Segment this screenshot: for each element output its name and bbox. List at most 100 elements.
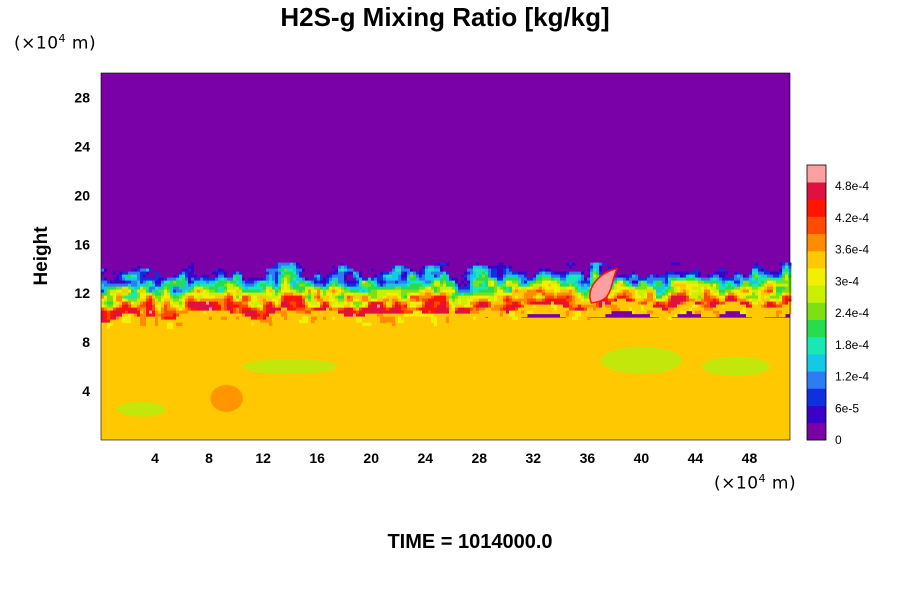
mixing-cell: [224, 304, 228, 309]
mixing-cell: [572, 289, 576, 294]
mixing-cell: [143, 322, 147, 327]
mixing-cell: [428, 307, 432, 312]
mixing-cell: [641, 280, 645, 285]
mixing-cell: [539, 277, 543, 282]
mixing-cell: [257, 271, 261, 276]
mixing-cell: [713, 295, 717, 300]
mixing-cell: [692, 286, 696, 291]
mixing-cell: [101, 319, 105, 324]
mixing-cell: [296, 319, 300, 324]
mixing-cell: [434, 298, 438, 303]
mixing-cell: [710, 310, 714, 315]
mixing-cell: [257, 319, 261, 324]
mixing-cell: [221, 298, 225, 303]
mixing-cell: [590, 307, 594, 312]
mixing-cell: [509, 280, 513, 285]
lower-layer: [101, 317, 790, 440]
mixing-cell: [335, 286, 339, 291]
mixing-cell: [113, 292, 117, 297]
mixing-cell: [101, 286, 105, 291]
mixing-cell: [701, 286, 705, 291]
mixing-cell: [689, 298, 693, 303]
mixing-cell: [164, 283, 168, 288]
mixing-cell: [137, 298, 141, 303]
mixing-cell: [674, 304, 678, 309]
mixing-cell: [170, 307, 174, 312]
mixing-cell: [305, 295, 309, 300]
x-tick-label: 4: [151, 450, 159, 466]
mixing-cell: [200, 277, 204, 282]
mixing-cell: [485, 295, 489, 300]
mixing-cell: [551, 310, 555, 315]
mixing-cell: [698, 271, 702, 276]
mixing-cell: [317, 283, 321, 288]
mixing-cell: [737, 298, 741, 303]
mixing-cell: [416, 319, 420, 324]
mixing-cell: [287, 301, 291, 306]
mixing-cell: [161, 304, 165, 309]
mixing-cell: [578, 268, 582, 273]
mixing-cell: [557, 265, 561, 270]
mixing-cell: [341, 298, 345, 303]
mixing-cell: [323, 301, 327, 306]
mixing-cell: [434, 274, 438, 279]
mixing-cell: [503, 319, 507, 324]
mixing-cell: [419, 277, 423, 282]
mixing-cell: [164, 304, 168, 309]
mixing-cell: [755, 298, 759, 303]
mixing-cell: [227, 298, 231, 303]
mixing-cell: [206, 310, 210, 315]
mixing-cell: [410, 295, 414, 300]
mixing-cell: [131, 277, 135, 282]
mixing-cell: [743, 289, 747, 294]
mixing-cell: [689, 301, 693, 306]
mixing-cell: [377, 265, 381, 270]
mixing-cell: [368, 277, 372, 282]
mixing-cell: [740, 307, 744, 312]
mixing-cell: [395, 286, 399, 291]
mixing-cell: [110, 268, 114, 273]
mixing-cell: [437, 313, 441, 318]
mixing-cell: [122, 298, 126, 303]
mixing-cell: [554, 298, 558, 303]
mixing-cell: [620, 298, 624, 303]
mixing-cell: [308, 292, 312, 297]
mixing-cell: [365, 316, 369, 321]
mixing-cell: [239, 295, 243, 300]
mixing-cell: [413, 295, 417, 300]
mixing-cell: [425, 301, 429, 306]
mixing-cell: [500, 316, 504, 321]
mixing-cell: [431, 301, 435, 306]
mixing-cell: [251, 298, 255, 303]
mixing-cell: [110, 286, 114, 291]
mixing-cell: [296, 292, 300, 297]
mixing-cell: [755, 301, 759, 306]
mixing-cell: [104, 277, 108, 282]
mixing-cell: [617, 307, 621, 312]
mixing-cell: [302, 310, 306, 315]
mixing-cell: [227, 274, 231, 279]
mixing-cell: [410, 274, 414, 279]
mixing-cell: [245, 286, 249, 291]
mixing-cell: [389, 316, 393, 321]
mixing-cell: [491, 283, 495, 288]
mixing-cell: [278, 274, 282, 279]
mixing-cell: [614, 280, 618, 285]
mixing-cell: [311, 310, 315, 315]
mixing-cell: [644, 280, 648, 285]
mixing-cell: [566, 289, 570, 294]
mixing-cell: [308, 271, 312, 276]
mixing-cell: [641, 310, 645, 315]
mixing-cell: [350, 313, 354, 318]
mixing-cell: [464, 304, 468, 309]
mixing-cell: [281, 262, 285, 267]
mixing-cell: [338, 277, 342, 282]
mixing-cell: [461, 292, 465, 297]
mixing-cell: [182, 319, 186, 324]
mixing-cell: [749, 283, 753, 288]
mixing-cell: [362, 316, 366, 321]
mixing-cell: [659, 277, 663, 282]
mixing-cell: [398, 283, 402, 288]
mixing-cell: [455, 277, 459, 282]
mixing-cell: [383, 304, 387, 309]
